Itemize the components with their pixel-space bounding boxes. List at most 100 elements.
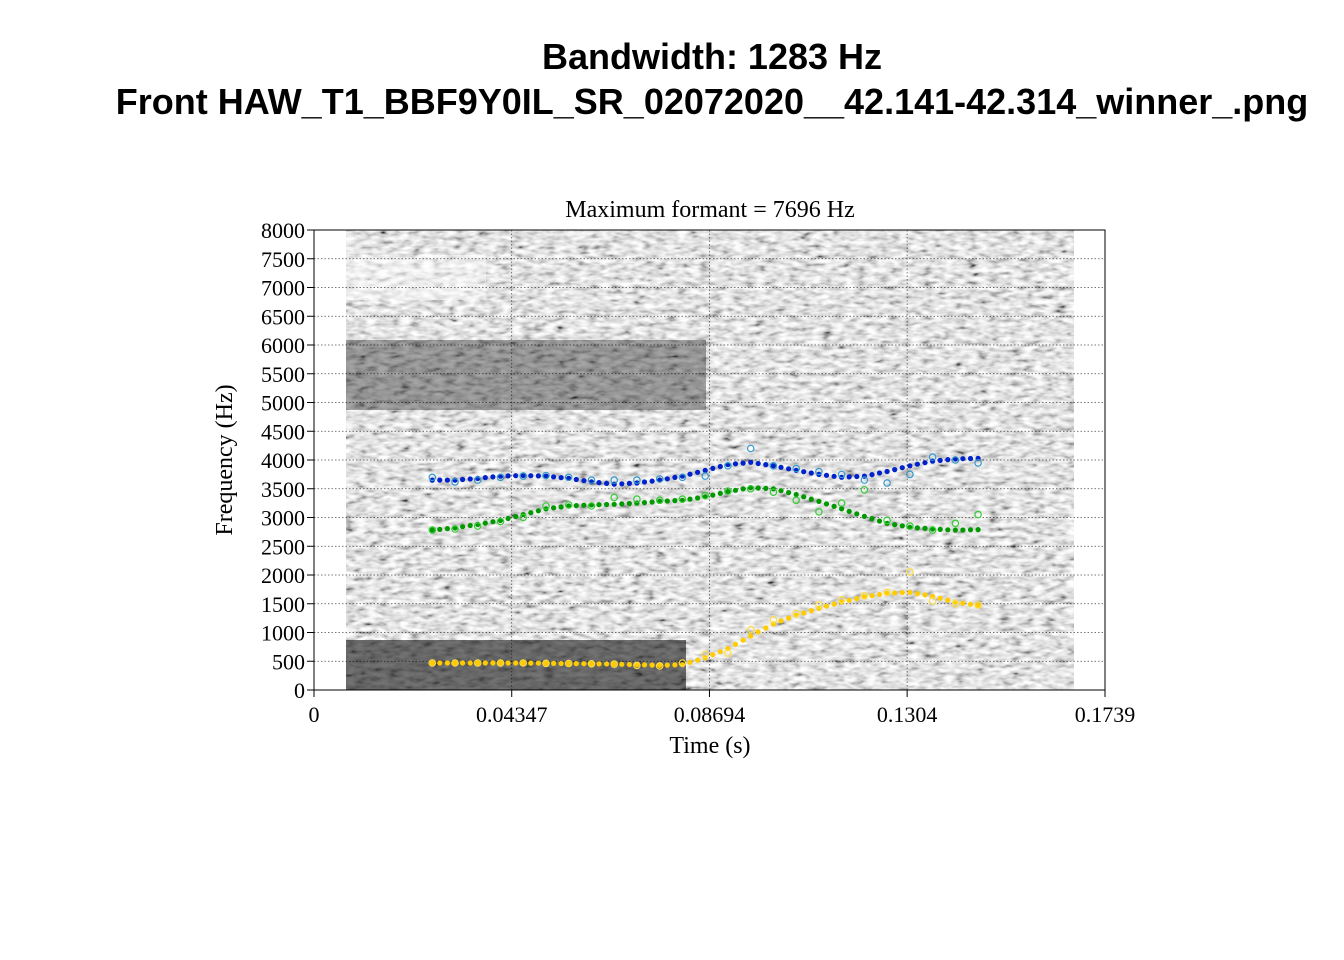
formant-point (899, 465, 905, 471)
formant-point (876, 518, 883, 524)
formant-point (672, 474, 678, 480)
formant-point (861, 513, 868, 520)
formant-point (649, 662, 655, 668)
formant-point (467, 660, 473, 666)
formant-point (928, 453, 937, 461)
formant-point (429, 660, 435, 666)
formant-point (801, 494, 807, 500)
y-tick-label: 8000 (261, 218, 305, 243)
formant-point (793, 491, 799, 498)
formant-point (778, 488, 784, 494)
formant-point (808, 608, 814, 614)
formant-point (717, 649, 723, 655)
grid-lines (314, 230, 1105, 690)
formant-point (837, 595, 846, 604)
formant-point (437, 526, 443, 533)
formant-point (732, 461, 739, 467)
y-axis: 0 500 1000 1500 2000 2500 3000 3500 4000 4500 5000… (261, 218, 314, 703)
y-tick-label: 7500 (261, 247, 305, 272)
formant-point (740, 637, 746, 643)
formant-point (513, 513, 519, 520)
formant-point (837, 470, 846, 479)
formant-point (496, 517, 505, 526)
y-tick-label: 1000 (261, 621, 305, 646)
formant-point (823, 472, 830, 478)
formant-point (763, 485, 769, 491)
formant-point (664, 476, 670, 482)
formant-point (519, 472, 528, 480)
formant-point (701, 650, 710, 659)
formant-point (520, 472, 526, 479)
formant-point (883, 479, 891, 487)
formant-point (928, 597, 937, 605)
formant-point (428, 473, 437, 482)
formant-point (786, 490, 792, 496)
y-tick-label: 3000 (261, 506, 305, 531)
formant-point (452, 660, 458, 666)
formant-point (876, 591, 883, 598)
formant-point (543, 473, 549, 479)
formant-point (564, 659, 573, 668)
figure-title-filename: Front HAW_T1_BBF9Y0IL_SR_02072020__42.14… (115, 81, 1309, 122)
formant-point (732, 641, 739, 648)
formant-point (967, 455, 974, 462)
formant-point (846, 474, 852, 480)
formant-point (746, 625, 755, 634)
formant-point (558, 660, 564, 667)
x-tick-label: 0.04347 (476, 702, 548, 727)
formant-point (520, 660, 526, 666)
formant-point (792, 464, 801, 473)
formant-point (581, 661, 587, 667)
formant-point (664, 662, 670, 668)
x-tick-label: 0.08694 (674, 702, 746, 727)
formant-point (922, 460, 928, 466)
formant-point (542, 502, 550, 510)
formant-point (678, 473, 687, 482)
formant-point (610, 493, 619, 502)
formant-point (770, 463, 777, 469)
formant-point (975, 602, 981, 609)
formant-point (633, 661, 641, 670)
x-tick-label: 0.1304 (877, 702, 938, 727)
formant-point (884, 468, 890, 475)
formant-point (482, 660, 488, 666)
formant-point (528, 660, 534, 666)
formant-point (860, 476, 869, 484)
formant-point (869, 472, 875, 478)
y-tick-label: 500 (272, 649, 305, 674)
series-2 (429, 485, 981, 533)
formant-point (899, 590, 905, 596)
series-1 (428, 568, 982, 670)
formant-point (573, 661, 579, 667)
formant-point (429, 527, 435, 533)
formant-point (505, 473, 511, 479)
formant-point (960, 527, 966, 533)
formant-point (672, 662, 678, 668)
formant-point (846, 508, 852, 514)
formant-point (899, 523, 905, 529)
formant-point (815, 507, 823, 516)
formant-point (528, 510, 534, 516)
formant-point (951, 599, 960, 608)
formant-point (473, 522, 482, 530)
formant-point (839, 506, 845, 512)
formant-point (451, 659, 459, 667)
formant-point (490, 660, 496, 666)
figure-title-bandwidth: Bandwidth: 1283 Hz (541, 36, 883, 77)
formant-point (626, 500, 633, 507)
formant-point (769, 488, 778, 497)
formant-point (974, 601, 982, 609)
formant-point (945, 527, 951, 533)
formant-point (542, 471, 550, 480)
formant-point (892, 522, 898, 528)
formant-point (974, 510, 982, 519)
formant-point (724, 461, 732, 470)
formant-point (678, 495, 687, 503)
formant-point (702, 467, 708, 473)
y-tick-label: 6000 (261, 333, 305, 358)
formant-point (854, 473, 860, 480)
formant-point (558, 504, 564, 510)
formant-point (907, 463, 913, 469)
formant-point (701, 472, 710, 480)
